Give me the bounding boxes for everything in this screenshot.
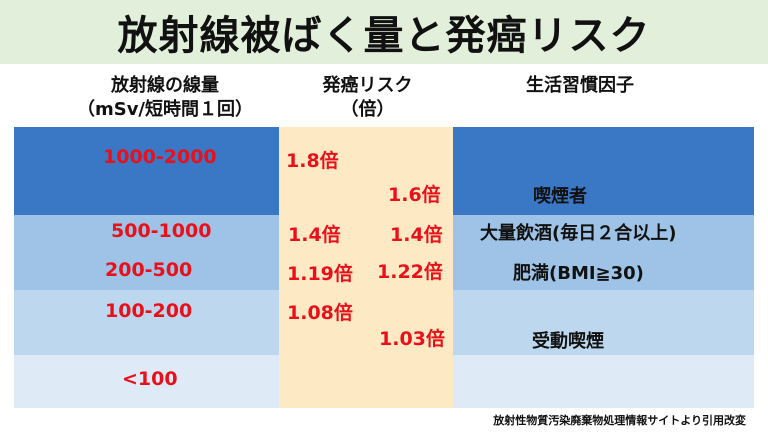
lifestyle-factor: 喫煙者 bbox=[533, 186, 587, 207]
title-bar: 放射線被ばく量と発癌リスク bbox=[0, 0, 768, 64]
radiation-risk-value: 1.4倍 bbox=[288, 224, 341, 246]
lifestyle-risk-value: 1.4倍 bbox=[390, 224, 443, 246]
radiation-risk-value: 1.19倍 bbox=[287, 263, 353, 285]
dose-value: 100-200 bbox=[105, 300, 193, 322]
risk-column-header: 発癌リスク （倍） bbox=[285, 74, 450, 122]
dose-header-line1: 放射線の線量 bbox=[111, 75, 219, 96]
lifestyle-factor: 肥満(BMI≧30) bbox=[513, 263, 644, 284]
lifestyle-header: 生活習慣因子 bbox=[526, 75, 634, 96]
lifestyle-factor: 受動喫煙 bbox=[532, 331, 604, 352]
dose-column-header: 放射線の線量 （mSv/短時間１回） bbox=[40, 74, 290, 122]
dose-value: 1000-2000 bbox=[103, 146, 217, 168]
risk-column-highlight bbox=[279, 127, 453, 408]
lifestyle-column-header: 生活習慣因子 bbox=[470, 74, 690, 98]
dose-header-line2: （mSv/短時間１回） bbox=[76, 99, 254, 120]
page-title: 放射線被ばく量と発癌リスク bbox=[117, 13, 651, 59]
lifestyle-risk-value: 1.6倍 bbox=[388, 184, 441, 206]
dose-value: 200-500 bbox=[105, 259, 193, 281]
dose-value: <100 bbox=[122, 368, 178, 390]
lifestyle-risk-value: 1.22倍 bbox=[377, 261, 443, 283]
lifestyle-factor: 大量飲酒(毎日２合以上) bbox=[480, 223, 677, 244]
source-note: 放射性物質汚染廃棄物処理情報サイトより引用改変 bbox=[493, 414, 746, 427]
radiation-risk-value: 1.08倍 bbox=[287, 302, 353, 324]
dose-value: 500-1000 bbox=[111, 220, 212, 242]
risk-header-line1: 発癌リスク bbox=[322, 75, 413, 96]
radiation-risk-value: 1.8倍 bbox=[286, 150, 339, 172]
risk-header-line2: （倍） bbox=[340, 99, 395, 120]
lifestyle-risk-value: 1.03倍 bbox=[379, 328, 445, 350]
